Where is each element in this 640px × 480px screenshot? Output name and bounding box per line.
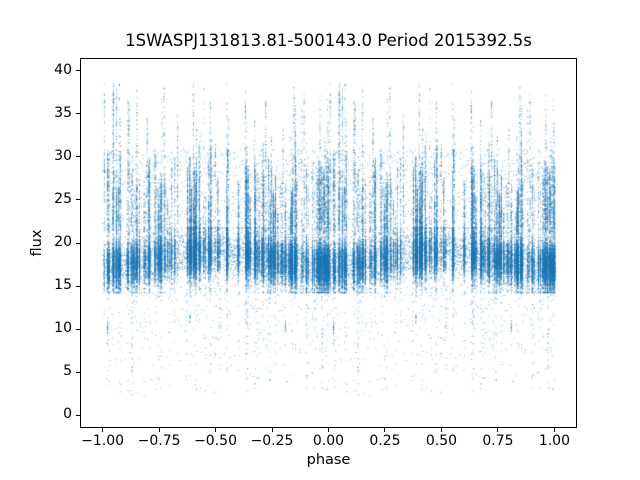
x-tick-mark xyxy=(328,428,329,432)
y-tick-label: 40 xyxy=(54,61,72,78)
x-tick-label: −0.25 xyxy=(250,433,294,449)
x-axis-label: phase xyxy=(306,452,351,468)
x-tick-mark xyxy=(158,428,160,432)
y-tick-mark xyxy=(76,113,80,115)
x-tick-mark xyxy=(553,428,555,432)
x-tick-label: −0.75 xyxy=(137,433,181,449)
y-tick-label: 15 xyxy=(54,277,72,294)
y-tick-label: 20 xyxy=(54,234,72,250)
x-tick-mark xyxy=(102,428,104,432)
x-tick-mark xyxy=(271,428,273,432)
y-tick-mark xyxy=(76,285,80,287)
x-tick-mark xyxy=(215,428,217,432)
y-tick-label: 25 xyxy=(54,190,72,207)
y-tick-label: 35 xyxy=(54,104,72,121)
y-tick-label: 5 xyxy=(63,363,72,380)
y-axis-label: flux xyxy=(29,229,45,257)
x-tick-label: 0.50 xyxy=(425,433,458,449)
y-tick-label: 0 xyxy=(63,406,72,423)
x-tick-label: 0.75 xyxy=(482,433,514,449)
y-tick-label: 10 xyxy=(54,320,72,337)
x-tick-label: 0.00 xyxy=(312,433,345,449)
scatter-canvas xyxy=(80,58,577,428)
x-tick-mark xyxy=(497,428,499,432)
y-tick-label: 30 xyxy=(54,147,72,164)
y-tick-mark xyxy=(76,70,80,71)
x-tick-label: −0.50 xyxy=(194,433,237,449)
y-tick-mark xyxy=(76,156,80,158)
chart-title: 1SWASPJ131813.81-500143.0 Period 2015392… xyxy=(125,31,532,50)
y-tick-mark xyxy=(76,414,80,416)
x-tick-label: 0.25 xyxy=(369,433,401,449)
x-tick-label: −1.00 xyxy=(81,433,125,449)
y-tick-mark xyxy=(76,199,80,201)
x-tick-mark xyxy=(440,428,442,432)
y-tick-mark xyxy=(76,371,80,373)
x-tick-mark xyxy=(384,428,386,432)
y-tick-mark xyxy=(76,242,80,244)
x-tick-label: 1.00 xyxy=(538,433,570,449)
y-tick-mark xyxy=(76,328,80,330)
